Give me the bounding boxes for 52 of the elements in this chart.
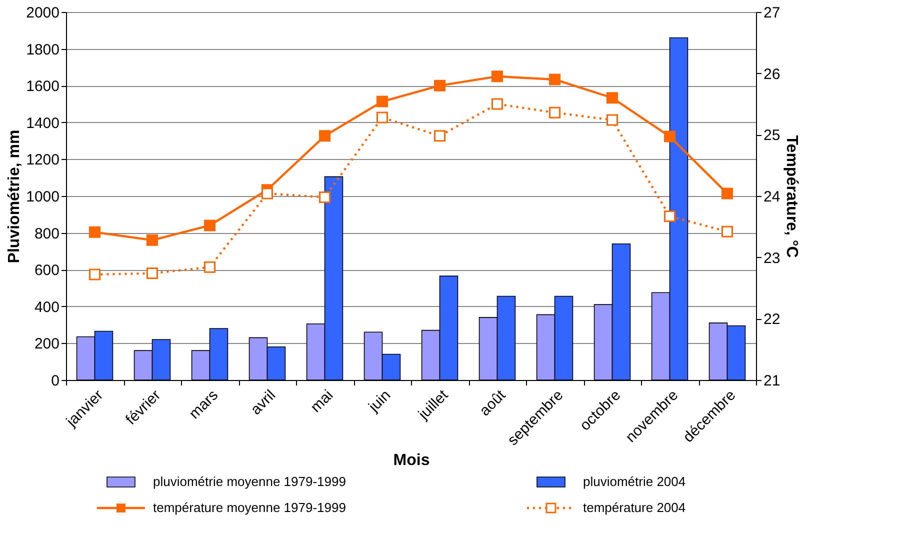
point	[434, 130, 446, 142]
point	[549, 74, 560, 86]
point	[204, 261, 216, 273]
y2-tick-label: 25	[764, 127, 780, 144]
y-tick-label: 1600	[26, 78, 60, 96]
point	[722, 226, 733, 238]
y-tick-label: 400	[34, 298, 60, 316]
point	[664, 130, 676, 142]
point	[606, 114, 618, 126]
point	[606, 92, 618, 104]
point	[434, 80, 446, 92]
x-tick-label: mai	[307, 386, 337, 416]
point	[722, 188, 733, 200]
point	[492, 98, 503, 110]
y2-axis-title: Température, °C	[783, 135, 800, 258]
legend-label: température moyenne 1979-1999	[153, 500, 346, 515]
x-tick-label: août	[476, 386, 510, 420]
y-tick-label: 800	[34, 225, 60, 242]
point	[319, 191, 330, 203]
point	[376, 112, 388, 124]
legend-label: pluviométrie moyenne 1979-1999	[153, 474, 346, 489]
y-tick-label: 0	[51, 372, 60, 390]
point	[146, 268, 158, 280]
x-tick-label: avril	[248, 386, 280, 418]
y-tick-label: 600	[34, 262, 60, 280]
x-axis-title: Mois	[393, 452, 430, 470]
y2-tick-label: 24	[764, 188, 780, 206]
point	[492, 70, 503, 82]
point	[89, 268, 100, 280]
point	[376, 96, 388, 108]
point	[319, 130, 330, 142]
point	[664, 210, 676, 222]
y-tick-label: 200	[34, 336, 60, 353]
y-tick-label: 1800	[26, 41, 60, 58]
y2-tick-label: 27	[764, 4, 780, 22]
y-tick-label: 1000	[26, 188, 60, 206]
x-tick-label: juin	[364, 386, 394, 416]
y2-tick-label: 26	[764, 66, 780, 83]
legend-label: température 2004	[583, 500, 686, 515]
y2-tick-label: 22	[764, 311, 780, 328]
y-tick-label: 1400	[26, 114, 60, 132]
y2-tick-label: 23	[764, 250, 780, 267]
point	[146, 234, 158, 246]
point	[204, 220, 216, 232]
y-tick-label: 2000	[26, 4, 60, 22]
legend-label: pluviométrie 2004	[583, 474, 686, 489]
y-axis-title: Pluviométrie, mm	[6, 130, 24, 264]
point	[89, 226, 100, 238]
point	[262, 188, 273, 200]
y-tick-label: 1200	[26, 152, 60, 169]
y2-tick-label: 21	[764, 372, 780, 390]
point	[549, 106, 560, 118]
